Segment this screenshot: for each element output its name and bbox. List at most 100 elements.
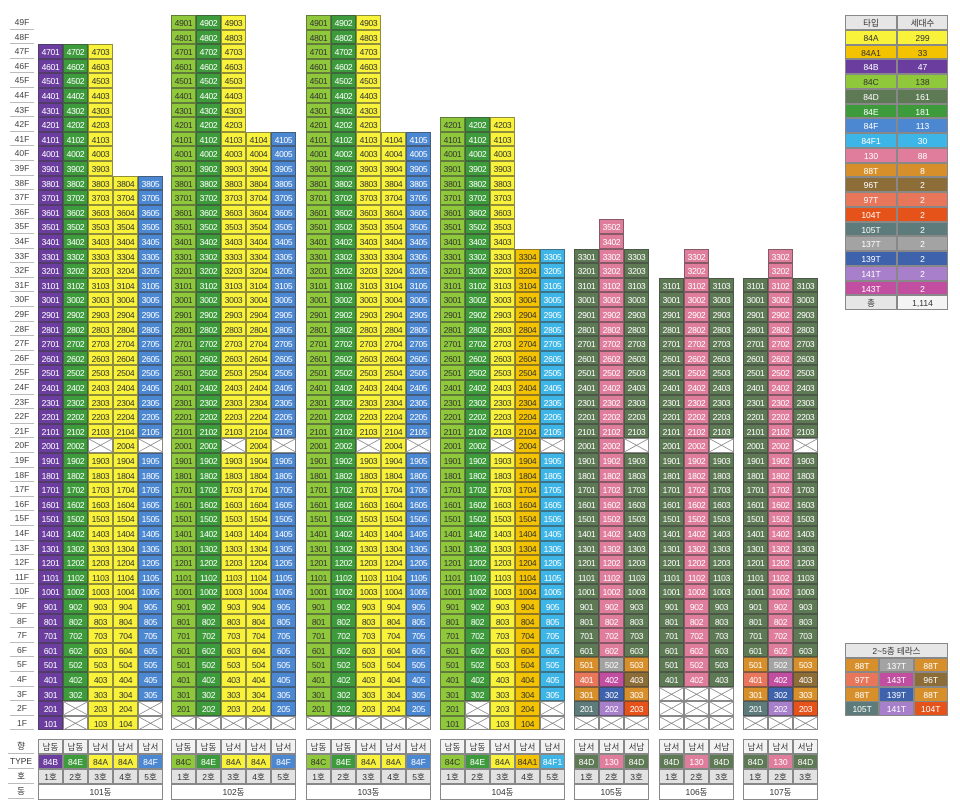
unit-cell[interactable]: 802 bbox=[599, 613, 624, 629]
unit-cell[interactable]: 3903 bbox=[490, 161, 515, 176]
unit-cell[interactable]: 2101 bbox=[440, 423, 465, 439]
unit-cell[interactable]: 3501 bbox=[440, 219, 465, 234]
unit-cell[interactable]: 1503 bbox=[624, 511, 649, 526]
unit-cell[interactable]: 2701 bbox=[743, 336, 768, 351]
unit-cell[interactable]: 2801 bbox=[574, 321, 599, 337]
unit-cell[interactable]: 902 bbox=[599, 599, 624, 614]
unit-cell[interactable]: 3101 bbox=[306, 277, 331, 293]
unit-cell[interactable]: 1903 bbox=[624, 453, 649, 468]
unit-cell[interactable]: 2102 bbox=[684, 423, 709, 439]
unit-cell[interactable]: 4401 bbox=[38, 88, 63, 103]
unit-cell[interactable]: 2802 bbox=[599, 321, 624, 337]
unit-cell[interactable]: 1002 bbox=[196, 584, 221, 599]
unit-cell[interactable]: 2103 bbox=[624, 423, 649, 439]
unit-cell[interactable]: 1802 bbox=[465, 467, 490, 483]
unit-cell[interactable]: 2105 bbox=[271, 423, 296, 439]
unit-cell[interactable]: 1203 bbox=[490, 555, 515, 570]
unit-cell[interactable]: 2801 bbox=[440, 321, 465, 337]
unit-cell[interactable]: 2101 bbox=[574, 423, 599, 439]
unit-cell[interactable]: 1601 bbox=[171, 496, 196, 512]
unit-cell[interactable]: 805 bbox=[271, 613, 296, 629]
unit-cell[interactable]: 4102 bbox=[196, 131, 221, 147]
unit-cell[interactable]: 2402 bbox=[331, 380, 356, 395]
unit-cell[interactable]: 2902 bbox=[599, 307, 624, 322]
unit-cell[interactable]: 3303 bbox=[88, 248, 113, 264]
unit-cell[interactable]: 2604 bbox=[246, 350, 271, 366]
unit-cell[interactable]: 4402 bbox=[331, 88, 356, 103]
unit-cell[interactable]: 3004 bbox=[381, 292, 406, 307]
unit-cell[interactable]: 2502 bbox=[465, 365, 490, 380]
unit-cell[interactable]: 4602 bbox=[331, 58, 356, 74]
unit-cell[interactable]: 2102 bbox=[768, 423, 793, 439]
unit-cell[interactable]: 1903 bbox=[490, 453, 515, 468]
unit-cell[interactable]: 402 bbox=[684, 672, 709, 687]
unit-cell[interactable]: 2602 bbox=[768, 350, 793, 366]
unit-cell[interactable]: 601 bbox=[38, 642, 63, 658]
unit-cell[interactable]: 4105 bbox=[271, 131, 296, 147]
unit-cell[interactable]: 1803 bbox=[221, 467, 246, 483]
unit-cell[interactable]: 2503 bbox=[88, 365, 113, 380]
unit-cell[interactable]: 1704 bbox=[381, 482, 406, 497]
unit-cell[interactable]: 901 bbox=[306, 599, 331, 614]
unit-cell[interactable]: 3403 bbox=[490, 234, 515, 249]
unit-cell[interactable]: 4004 bbox=[381, 146, 406, 161]
unit-cell[interactable]: 1102 bbox=[63, 569, 88, 585]
unit-cell[interactable]: 302 bbox=[599, 686, 624, 702]
unit-cell[interactable]: 3105 bbox=[271, 277, 296, 293]
unit-cell[interactable]: 4003 bbox=[490, 146, 515, 161]
unit-cell[interactable]: 3701 bbox=[306, 190, 331, 205]
unit-cell[interactable]: 1002 bbox=[684, 584, 709, 599]
unit-cell[interactable]: 2102 bbox=[599, 423, 624, 439]
unit-cell[interactable]: 3105 bbox=[406, 277, 431, 293]
unit-cell[interactable]: 1003 bbox=[709, 584, 734, 599]
unit-cell[interactable]: 1005 bbox=[540, 584, 565, 599]
unit-cell[interactable]: 2602 bbox=[599, 350, 624, 366]
unit-cell[interactable]: 2904 bbox=[515, 307, 540, 322]
unit-cell[interactable]: 1303 bbox=[624, 540, 649, 556]
unit-cell[interactable]: 2301 bbox=[38, 394, 63, 410]
unit-cell[interactable]: 1801 bbox=[306, 467, 331, 483]
unit-cell[interactable]: 801 bbox=[306, 613, 331, 629]
unit-cell[interactable]: 1201 bbox=[306, 555, 331, 570]
unit-cell[interactable]: 301 bbox=[171, 686, 196, 702]
unit-cell[interactable]: 1102 bbox=[684, 569, 709, 585]
unit-cell[interactable]: 3304 bbox=[113, 248, 138, 264]
unit-cell[interactable]: 3001 bbox=[38, 292, 63, 307]
unit-cell[interactable]: 104 bbox=[113, 715, 138, 731]
unit-cell[interactable]: 1002 bbox=[63, 584, 88, 599]
unit-cell[interactable]: 2203 bbox=[709, 409, 734, 424]
unit-cell[interactable]: 1005 bbox=[138, 584, 163, 599]
unit-cell[interactable]: 4701 bbox=[306, 44, 331, 59]
unit-cell[interactable]: 2803 bbox=[709, 321, 734, 337]
unit-cell[interactable]: 3203 bbox=[88, 263, 113, 278]
unit-cell[interactable]: 903 bbox=[624, 599, 649, 614]
unit-cell[interactable]: 901 bbox=[38, 599, 63, 614]
unit-cell[interactable]: 3802 bbox=[196, 175, 221, 191]
unit-cell[interactable]: 1904 bbox=[246, 453, 271, 468]
unit-cell[interactable]: 1801 bbox=[171, 467, 196, 483]
unit-cell[interactable]: 1501 bbox=[171, 511, 196, 526]
unit-cell[interactable]: 1805 bbox=[138, 467, 163, 483]
unit-cell[interactable]: 2205 bbox=[271, 409, 296, 424]
unit-cell[interactable]: 1202 bbox=[196, 555, 221, 570]
unit-cell[interactable]: 2303 bbox=[793, 394, 818, 410]
unit-cell[interactable]: 4901 bbox=[306, 15, 331, 30]
unit-cell[interactable]: 1103 bbox=[88, 569, 113, 585]
unit-cell[interactable]: 1303 bbox=[793, 540, 818, 556]
unit-cell[interactable]: 1004 bbox=[515, 584, 540, 599]
unit-cell[interactable]: 903 bbox=[793, 599, 818, 614]
unit-cell[interactable]: 1204 bbox=[246, 555, 271, 570]
unit-cell[interactable]: 1105 bbox=[406, 569, 431, 585]
unit-cell[interactable]: 403 bbox=[624, 672, 649, 687]
unit-cell[interactable]: 3102 bbox=[599, 277, 624, 293]
unit-cell[interactable]: 2201 bbox=[659, 409, 684, 424]
unit-cell[interactable]: 902 bbox=[331, 599, 356, 614]
unit-cell[interactable]: 4301 bbox=[306, 102, 331, 118]
unit-cell[interactable]: 3505 bbox=[406, 219, 431, 234]
unit-cell[interactable]: 2303 bbox=[88, 394, 113, 410]
unit-cell[interactable]: 2904 bbox=[381, 307, 406, 322]
unit-cell[interactable]: 2801 bbox=[171, 321, 196, 337]
unit-cell[interactable]: 2101 bbox=[743, 423, 768, 439]
unit-cell[interactable]: 202 bbox=[196, 701, 221, 716]
unit-cell[interactable]: 303 bbox=[624, 686, 649, 702]
